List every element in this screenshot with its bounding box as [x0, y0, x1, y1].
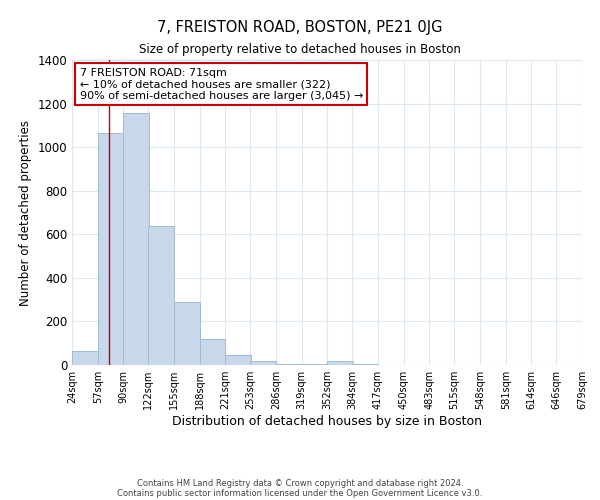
X-axis label: Distribution of detached houses by size in Boston: Distribution of detached houses by size … [172, 415, 482, 428]
Bar [328, 360, 353, 365]
Text: 7, FREISTON ROAD, BOSTON, PE21 0JG: 7, FREISTON ROAD, BOSTON, PE21 0JG [157, 20, 443, 35]
Bar [174, 302, 200, 365]
Text: 7 FREISTON ROAD: 71sqm
← 10% of detached houses are smaller (322)
90% of semi-de: 7 FREISTON ROAD: 71sqm ← 10% of detached… [80, 68, 363, 101]
Text: Contains public sector information licensed under the Open Government Licence v3: Contains public sector information licen… [118, 488, 482, 498]
Y-axis label: Number of detached properties: Number of detached properties [19, 120, 32, 306]
Bar [276, 364, 302, 365]
Bar [72, 351, 98, 365]
Bar [302, 364, 328, 365]
Bar [148, 226, 174, 365]
Text: Contains HM Land Registry data © Crown copyright and database right 2024.: Contains HM Land Registry data © Crown c… [137, 478, 463, 488]
Bar [250, 360, 276, 365]
Bar [124, 114, 149, 365]
Bar [98, 133, 124, 365]
Bar [200, 339, 226, 365]
Bar [226, 354, 251, 365]
Text: Size of property relative to detached houses in Boston: Size of property relative to detached ho… [139, 42, 461, 56]
Bar [352, 364, 378, 365]
